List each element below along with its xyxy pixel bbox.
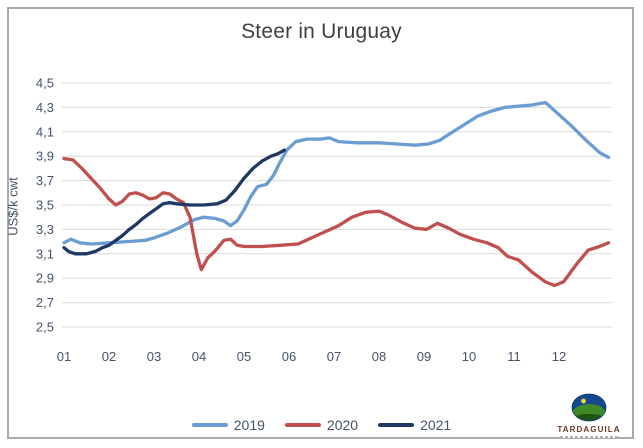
x-tick-label: 04 — [192, 349, 206, 364]
x-tick-label: 03 — [147, 349, 161, 364]
logo-subline — [560, 436, 618, 438]
y-tick-label: 3,3 — [36, 222, 54, 237]
legend-line-2021-icon — [378, 423, 415, 427]
chart-frame — [7, 7, 634, 439]
legend-label-2020: 2020 — [326, 417, 359, 433]
y-tick-label: 2,7 — [36, 295, 54, 310]
x-tick-label: 05 — [237, 349, 251, 364]
y-tick-label: 3,5 — [36, 198, 54, 213]
x-tick-label: 11 — [507, 349, 521, 364]
y-tick-label: 3,9 — [36, 149, 54, 164]
legend-label-2019: 2019 — [233, 417, 265, 433]
x-tick-label: 10 — [462, 349, 476, 364]
legend-label-2021: 2021 — [420, 417, 452, 433]
y-tick-label: 4,5 — [36, 76, 54, 91]
y-tick-label: 3,7 — [36, 173, 54, 188]
series-line-2021 — [62, 148, 287, 256]
x-tick-label: 09 — [417, 349, 431, 364]
x-tick-label: 12 — [552, 349, 566, 364]
series-line-2019 — [62, 100, 611, 246]
legend-item-2021: 2021 — [378, 417, 451, 433]
x-tick-label: 01 — [57, 349, 71, 364]
y-tick-label: 3,1 — [36, 246, 54, 261]
tardaguila-logo: TARDAGUILA — [551, 393, 627, 438]
legend-line-2020-icon — [284, 423, 321, 427]
x-tick-label: 02 — [102, 349, 116, 364]
x-tick-label: 06 — [282, 349, 296, 364]
x-tick-label: 07 — [327, 349, 341, 364]
series-line-2020 — [62, 156, 611, 288]
globe-hill-icon — [571, 393, 607, 422]
y-tick-label: 2,5 — [36, 320, 54, 335]
legend-item-2019: 2019 — [191, 417, 265, 433]
x-tick-label: 08 — [372, 349, 386, 364]
chart-title: Steer in Uruguay — [241, 20, 402, 43]
chart-legend: 2019 2020 2021 — [0, 417, 643, 433]
y-tick-label: 2,9 — [36, 271, 54, 286]
y-tick-label: 4,1 — [36, 124, 54, 139]
logo-wordmark: TARDAGUILA — [557, 425, 621, 434]
legend-line-2019-icon — [191, 423, 228, 427]
legend-item-2020: 2020 — [284, 417, 359, 433]
y-tick-label: 4,3 — [36, 100, 54, 115]
